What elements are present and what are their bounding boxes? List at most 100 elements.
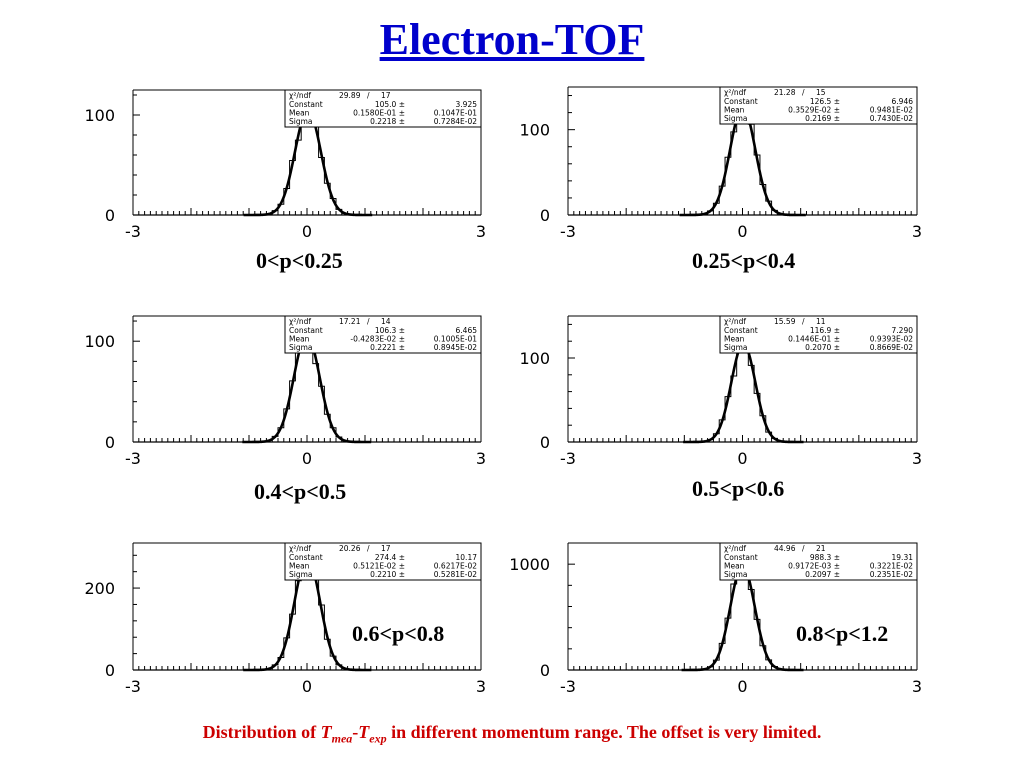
gaussian-fit-curve <box>683 342 804 444</box>
stats-header-cell: 15.59 <box>774 317 796 326</box>
stats-param-value: 116.9 ± <box>810 326 840 335</box>
x-tick-label: -3 <box>125 222 141 241</box>
stats-param-name: Constant <box>289 100 323 109</box>
x-tick-label: -3 <box>125 449 141 468</box>
stats-param-value: 0.1580E-01 ± <box>353 109 405 118</box>
stats-param-value: 0.5121E-02 ± <box>353 562 405 571</box>
momentum-range-label: 0<p<0.25 <box>256 248 343 273</box>
stats-param-error: 6.946 <box>892 97 914 106</box>
stats-param-value: 0.2070 ± <box>805 343 840 352</box>
x-tick-label: 3 <box>476 677 486 696</box>
stats-param-name: Sigma <box>724 570 748 579</box>
stats-param-error: 3.925 <box>456 100 478 109</box>
stats-header-cell: 21.28 <box>774 88 796 97</box>
stats-param-name: Mean <box>724 106 745 115</box>
momentum-range-label: 0.8<p<1.2 <box>796 621 889 646</box>
stats-header-cell: 17 <box>381 91 391 100</box>
y-tick-label: 200 <box>84 579 115 598</box>
stats-param-name: Sigma <box>724 343 748 352</box>
stats-box <box>719 542 918 581</box>
y-tick-label: 0 <box>105 661 115 680</box>
y-tick-label: 0 <box>540 661 550 680</box>
x-tick-label: -3 <box>560 222 576 241</box>
stats-header-cell: / <box>367 91 370 100</box>
stats-param-name: Constant <box>724 326 758 335</box>
x-tick-label: 3 <box>912 222 922 241</box>
stats-param-name: Sigma <box>289 343 313 352</box>
stats-param-name: Constant <box>724 97 758 106</box>
stats-param-value: 0.2169 ± <box>805 114 840 123</box>
stats-param-name: Mean <box>289 109 310 118</box>
y-tick-label: 0 <box>540 433 550 452</box>
histogram-panel: -3 0 3 0 100 χ²/ndf 15.59 / 11 Constant 116.9 ± 7.2… <box>519 315 922 468</box>
y-tick-label: 100 <box>84 332 115 351</box>
stats-param-error: 0.1005E-01 <box>434 335 477 344</box>
x-tick-label: 0 <box>737 677 747 696</box>
stats-param-error: 0.1047E-01 <box>434 109 477 118</box>
stats-box <box>719 315 918 354</box>
stats-param-value: 988.3 ± <box>810 553 840 562</box>
stats-box <box>284 542 482 581</box>
stats-param-value: 274.4 ± <box>375 553 405 562</box>
stats-header-cell: χ²/ndf <box>724 88 746 97</box>
stats-param-error: 0.7284E-02 <box>434 117 477 126</box>
stats-param-error: 0.9393E-02 <box>870 335 913 344</box>
x-tick-label: -3 <box>560 677 576 696</box>
page-title: Electron-TOF <box>379 15 645 64</box>
stats-param-name: Sigma <box>724 114 748 123</box>
y-tick-label: 100 <box>519 121 550 140</box>
stats-param-error: 0.8945E-02 <box>434 343 477 352</box>
stats-param-value: 0.2218 ± <box>370 117 405 126</box>
stats-param-name: Mean <box>724 562 745 571</box>
y-tick-label: 100 <box>519 349 550 368</box>
stats-param-error: 6.465 <box>456 326 478 335</box>
stats-box <box>284 89 482 128</box>
momentum-range-label: 0.25<p<0.4 <box>692 248 796 273</box>
stats-header-cell: 15 <box>816 88 826 97</box>
stats-param-value: 0.9172E-03 ± <box>788 562 840 571</box>
stats-header-cell: χ²/ndf <box>724 317 746 326</box>
stats-header-cell: χ²/ndf <box>289 544 311 553</box>
stats-param-name: Constant <box>724 553 758 562</box>
x-tick-label: 0 <box>302 222 312 241</box>
x-tick-label: 3 <box>476 449 486 468</box>
y-tick-label: 1000 <box>509 555 550 574</box>
x-tick-label: 0 <box>737 449 747 468</box>
stats-header-cell: 14 <box>381 317 391 326</box>
stats-param-value: 0.2097 ± <box>805 570 840 579</box>
stats-param-error: 0.2351E-02 <box>870 570 913 579</box>
stats-param-value: 0.2210 ± <box>370 570 405 579</box>
stats-param-name: Constant <box>289 553 323 562</box>
x-tick-label: -3 <box>125 677 141 696</box>
stats-header-cell: / <box>802 88 805 97</box>
stats-param-error: 0.5281E-02 <box>434 570 477 579</box>
stats-box <box>284 315 482 354</box>
histogram-panel: -3 0 3 0 100 χ²/ndf 17.21 / 14 Constant 106.3 ± 6.4… <box>84 315 486 468</box>
x-tick-label: -3 <box>560 449 576 468</box>
stats-header-cell: / <box>367 544 370 553</box>
stats-param-error: 0.9481E-02 <box>870 106 913 115</box>
stats-param-error: 0.3221E-02 <box>870 562 913 571</box>
caption-t-mea: Tmea <box>320 722 353 746</box>
stats-param-name: Mean <box>289 562 310 571</box>
stats-param-error: 0.7430E-02 <box>870 114 913 123</box>
x-tick-label: 0 <box>737 222 747 241</box>
caption-t-exp: Texp <box>358 722 387 746</box>
stats-param-error: 7.290 <box>892 326 914 335</box>
stats-param-value: -0.4283E-02 ± <box>350 335 405 344</box>
stats-param-name: Constant <box>289 326 323 335</box>
stats-header-cell: 44.96 <box>774 544 796 553</box>
caption-suffix: in different momentum range. The offset … <box>386 722 822 742</box>
stats-param-error: 0.8669E-02 <box>870 343 913 352</box>
stats-param-name: Sigma <box>289 117 313 126</box>
y-tick-label: 0 <box>540 206 550 225</box>
x-tick-label: 3 <box>912 677 922 696</box>
stats-param-error: 19.31 <box>892 553 914 562</box>
stats-param-name: Mean <box>289 335 310 344</box>
stats-header-cell: 21 <box>816 544 826 553</box>
stats-header-cell: 20.26 <box>339 544 361 553</box>
stats-header-cell: χ²/ndf <box>289 317 311 326</box>
stats-param-error: 0.6217E-02 <box>434 562 477 571</box>
momentum-range-label: 0.4<p<0.5 <box>254 479 347 504</box>
